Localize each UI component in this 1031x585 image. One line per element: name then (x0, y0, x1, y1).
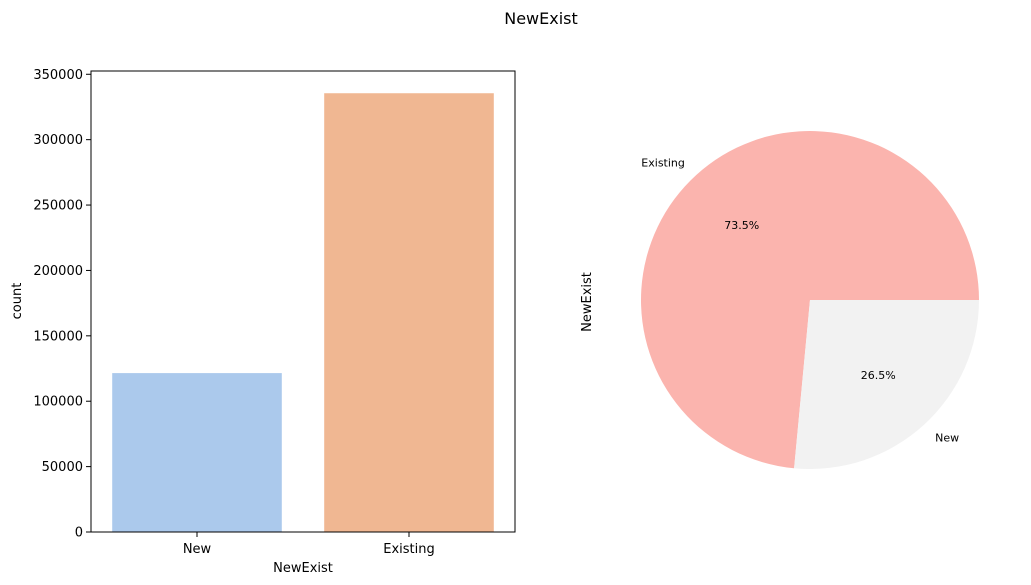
bar-y-tick-label: 200000 (33, 264, 83, 279)
bar-x-tick-label: Existing (383, 542, 435, 557)
pie-pct-label: 73.5% (724, 219, 759, 232)
bar-series (112, 93, 494, 532)
bar-y-tick-label: 100000 (33, 395, 83, 410)
pie-label: Existing (641, 157, 685, 170)
pie-slices (641, 131, 980, 470)
pie-labels: Existing 73.5% New 26.5% (641, 157, 959, 445)
figure-title: NewExist (504, 9, 578, 28)
bar-x-ticks: New Existing (183, 532, 435, 557)
bar-y-tick-label: 0 (75, 526, 83, 541)
bar-y-axis-label: count (10, 283, 25, 320)
bar-y-tick-label: 250000 (33, 199, 83, 214)
pie-y-axis-label: NewExist (580, 272, 595, 332)
bar-y-tick-label: 150000 (33, 329, 83, 344)
bar-y-tick-label: 350000 (33, 68, 83, 83)
bar-existing (324, 93, 494, 532)
bar-y-tick-label: 50000 (42, 460, 83, 475)
bar-chart: 0 50000 100000 150000 200000 250000 300000 3500… (10, 68, 516, 576)
pie-pct-label: 26.5% (861, 369, 896, 382)
bar-new (112, 373, 282, 532)
bar-axes-frame (90, 70, 516, 533)
pie-slice-existing (641, 131, 980, 469)
bar-y-tick-label: 300000 (33, 133, 83, 148)
pie-label: New (935, 431, 959, 444)
bar-x-axis-label: NewExist (273, 561, 333, 576)
pie-chart: Existing 73.5% New 26.5% NewExist (580, 131, 980, 470)
pie-slice-new (794, 300, 979, 470)
bar-x-tick-label: New (183, 542, 212, 557)
bar-y-ticks: 0 50000 100000 150000 200000 250000 300000 3500… (33, 68, 91, 541)
